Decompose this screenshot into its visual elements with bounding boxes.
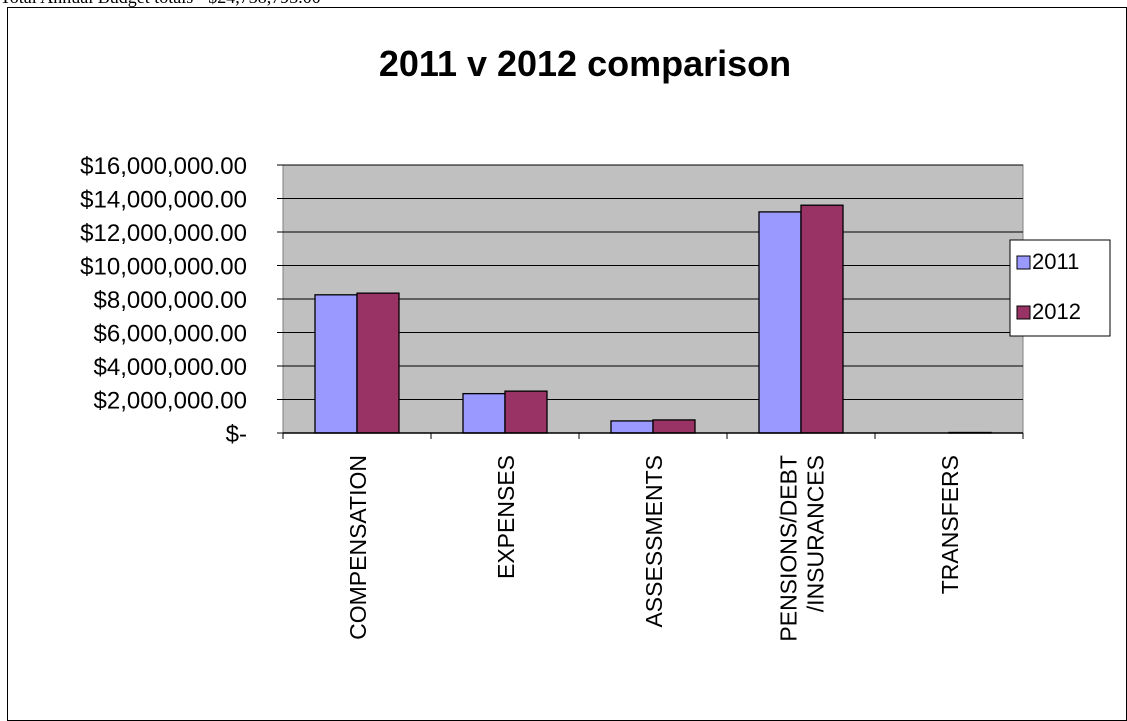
x-axis-category-labels: COMPENSATION EXPENSES ASSESSMENTS PENSIONS/… <box>345 455 963 642</box>
bars <box>314 204 992 434</box>
legend-swatch-2012 <box>1016 305 1031 320</box>
y-tick-label: $10,000,000.00 <box>80 254 247 281</box>
bar-2011-2 <box>610 420 654 434</box>
x-category-label: EXPENSES <box>493 455 519 579</box>
bar-2011-3 <box>758 211 802 434</box>
legend: 2011 2012 <box>1009 239 1111 337</box>
x-category-label: COMPENSATION <box>345 455 371 640</box>
gridlines <box>277 164 1023 434</box>
legend-label-2011: 2011 <box>1032 249 1079 274</box>
x-category-label: PENSIONS/DEBT <box>776 455 802 642</box>
bar-2012-0 <box>356 292 400 434</box>
y-axis-tick-labels: $- $2,000,000.00 $4,000,000.00 $6,000,000.0… <box>80 153 247 448</box>
legend-swatch-2011 <box>1016 255 1031 270</box>
x-category-label: /INSURANCES <box>803 455 829 612</box>
x-category-label: ASSESSMENTS <box>641 455 667 628</box>
y-tick-label: $- <box>226 421 247 448</box>
bar-2012-1 <box>504 390 548 434</box>
bar-2011-1 <box>462 392 506 434</box>
bar-2012-3 <box>800 204 844 434</box>
y-tick-label: $12,000,000.00 <box>80 220 247 247</box>
header-text: Total Annual Budget totals - $24,738,793… <box>0 0 321 8</box>
y-tick-label: $16,000,000.00 <box>80 153 247 180</box>
bar-2012-2 <box>652 419 696 434</box>
y-tick-label: $2,000,000.00 <box>94 388 247 415</box>
y-tick-label: $14,000,000.00 <box>80 187 247 214</box>
x-axis-tick-marks <box>282 433 1024 439</box>
y-tick-label: $4,000,000.00 <box>94 354 247 381</box>
y-tick-label: $6,000,000.00 <box>94 321 247 348</box>
x-category-label: TRANSFERS <box>937 455 963 594</box>
y-tick-label: $8,000,000.00 <box>94 287 247 314</box>
bar-2011-0 <box>314 294 358 434</box>
chart-title: 2011 v 2012 comparison <box>379 43 791 84</box>
legend-label-2012: 2012 <box>1032 299 1081 324</box>
